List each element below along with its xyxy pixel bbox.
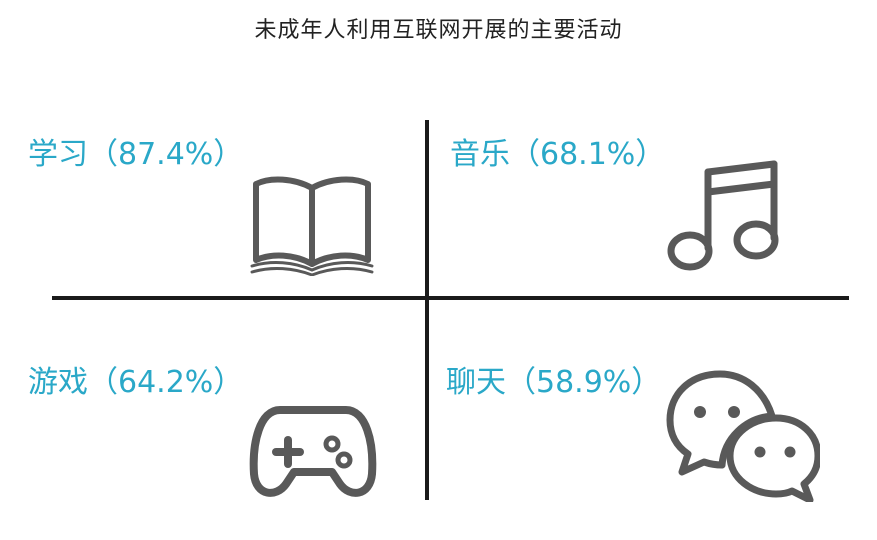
game-controller-icon bbox=[248, 402, 378, 502]
music-note-icon bbox=[664, 158, 788, 276]
vertical-axis-line bbox=[425, 120, 429, 500]
chat-bubbles-icon bbox=[664, 368, 820, 502]
quadrant-label-study: 学习（87.4%） bbox=[28, 137, 244, 172]
horizontal-axis-line bbox=[52, 296, 849, 300]
quadrant-label-games: 游戏（64.2%） bbox=[28, 365, 244, 400]
quadrant-label-chat: 聊天（58.9%） bbox=[446, 365, 662, 400]
open-book-icon bbox=[248, 172, 376, 276]
diagram-title: 未成年人利用互联网开展的主要活动 bbox=[254, 18, 623, 43]
quadrant-label-music: 音乐（68.1%） bbox=[450, 137, 666, 172]
